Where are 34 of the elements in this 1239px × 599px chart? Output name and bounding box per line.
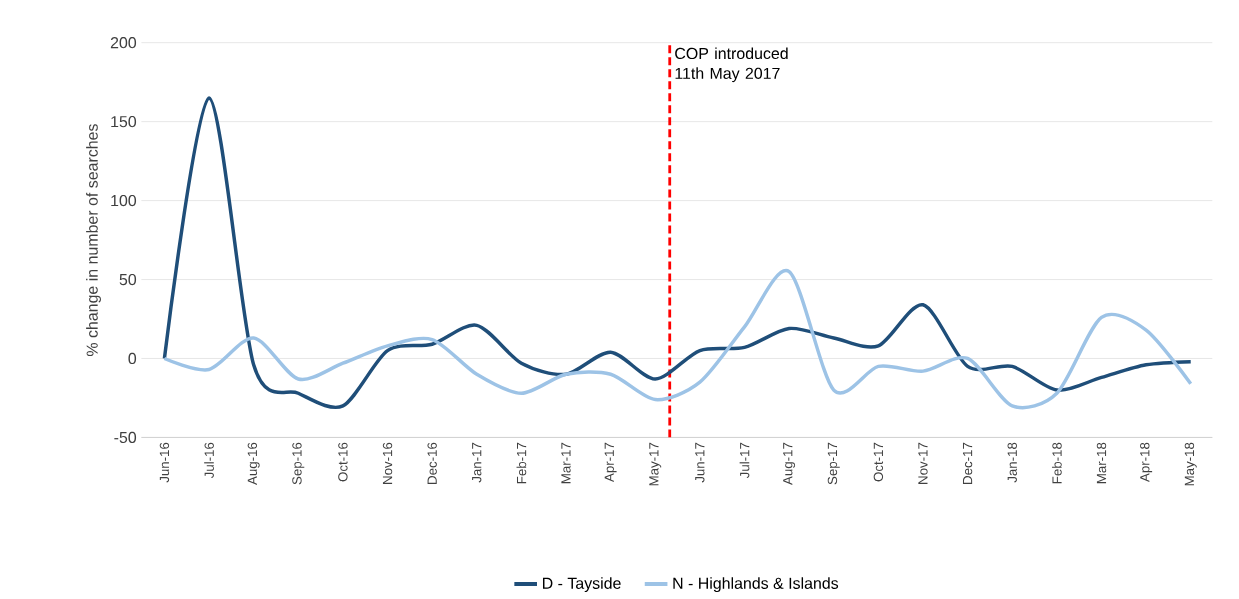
- y-tick-label: -50: [114, 431, 137, 444]
- x-tick-label: Aug-16: [247, 442, 260, 486]
- x-tick-label: Sep-17: [827, 442, 840, 485]
- ref-line-label: COP introduced 11th May 2017: [675, 47, 788, 83]
- legend-label: N - Highlands & Islands: [673, 577, 839, 593]
- x-tick-label: Jun-16: [159, 442, 170, 483]
- y-tick-label: 100: [111, 195, 137, 207]
- x-tick-label: Jul-16: [204, 442, 214, 479]
- x-tick-label: Apr-18: [1140, 442, 1153, 483]
- x-tick-label: Mar-17: [561, 442, 571, 484]
- y-tick-label: 50: [119, 273, 137, 286]
- x-tick-label: Aug-17: [783, 442, 796, 486]
- x-tick-label: Dec-17: [962, 442, 973, 484]
- x-tick-label: Jun-17: [695, 442, 705, 483]
- x-tick-label: Nov-17: [918, 442, 928, 484]
- x-tick-label: Nov-16: [382, 442, 393, 484]
- x-tick-label: Feb-18: [1051, 442, 1062, 484]
- x-tick-label: Sep-16: [292, 442, 305, 485]
- x-tick-label: Jan-17: [472, 442, 482, 483]
- x-tick-label: Jan-18: [1007, 442, 1017, 483]
- x-tick-label: Jul-17: [739, 442, 750, 479]
- x-tick-label: Oct-17: [873, 442, 884, 482]
- x-tick-label: Oct-16: [338, 442, 348, 482]
- x-tick-label: Apr-17: [604, 442, 617, 483]
- y-tick-label: 150: [111, 116, 137, 128]
- y-tick-label: 0: [128, 352, 137, 365]
- x-tick-label: May-18: [1184, 442, 1197, 486]
- x-tick-label: Dec-16: [427, 442, 437, 484]
- y-axis-title: % change in number of searches: [86, 124, 101, 357]
- x-tick-label: Mar-18: [1096, 442, 1107, 484]
- y-tick-label: 200: [110, 37, 137, 49]
- x-tick-label: May-17: [649, 442, 662, 486]
- legend-label: D - Tayside: [543, 577, 621, 593]
- x-tick-label: Feb-17: [516, 442, 527, 484]
